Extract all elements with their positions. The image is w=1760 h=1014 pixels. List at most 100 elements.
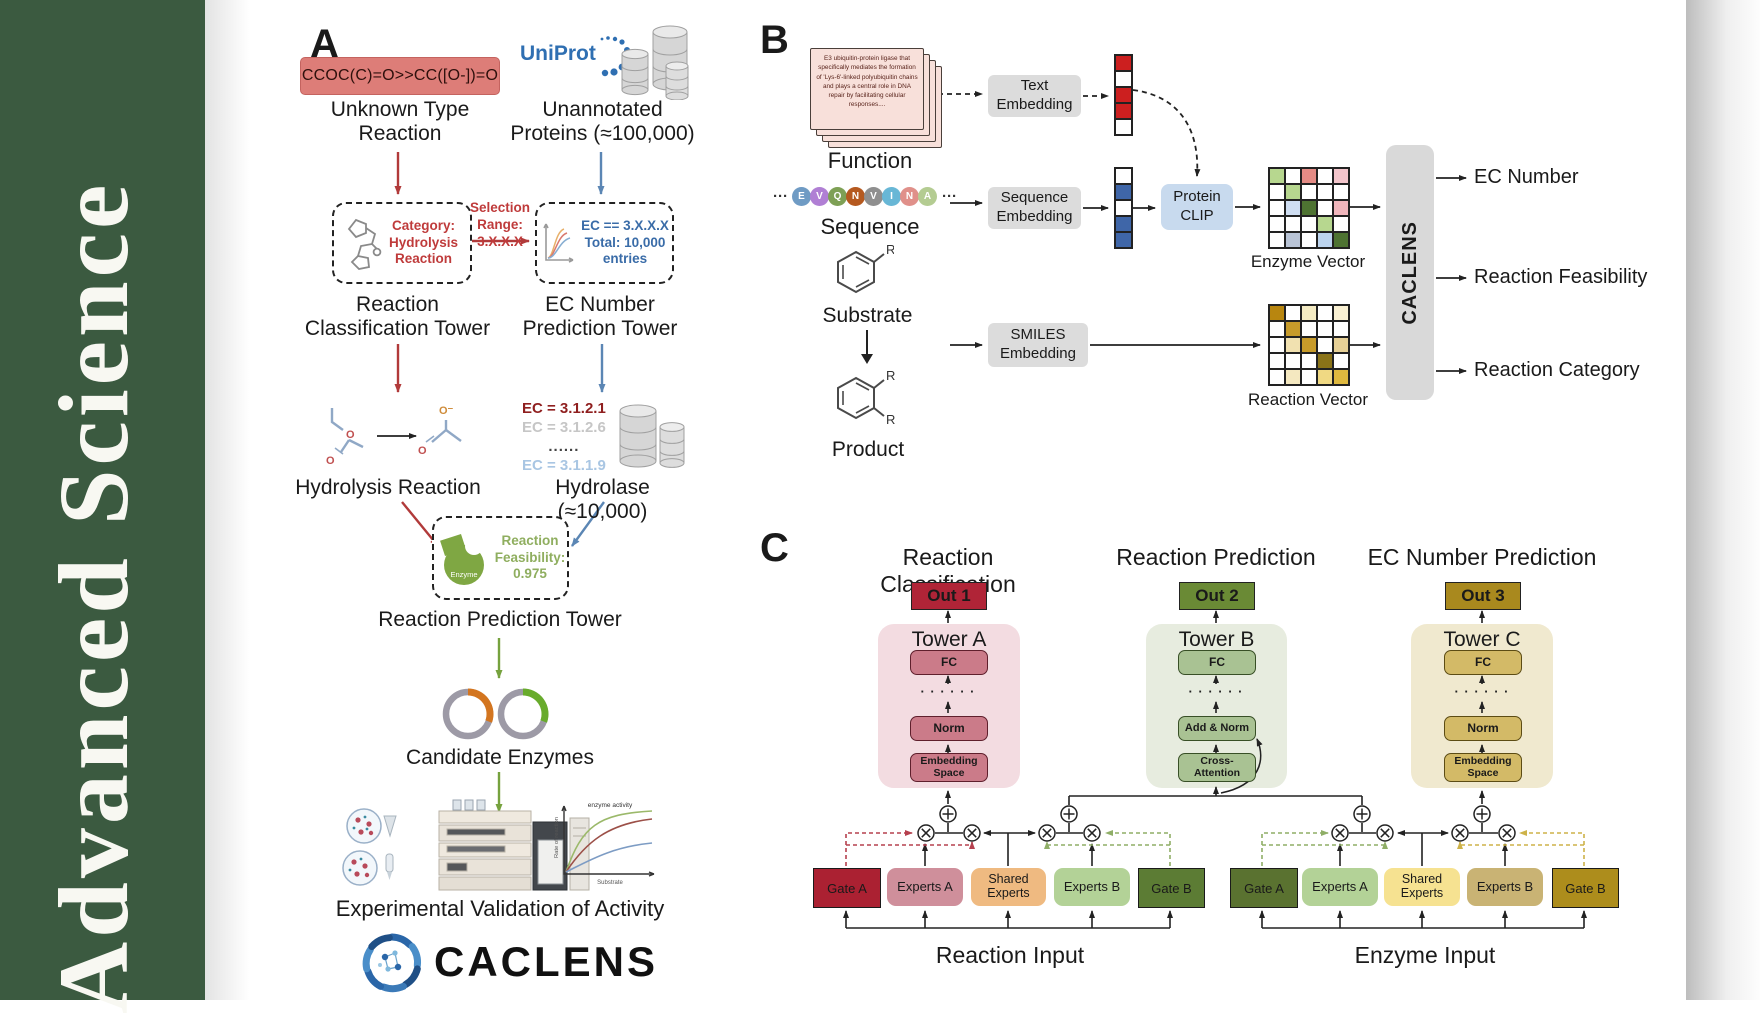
matrix-cell — [1269, 232, 1285, 248]
function-card-front: E3 ubiquitin-protein ligase that specifi… — [810, 48, 924, 130]
ec-item: EC = 3.1.1.9 — [522, 457, 606, 474]
multiply-node — [1038, 824, 1056, 842]
matrix-cell — [1333, 305, 1349, 321]
matrix-cell — [1333, 232, 1349, 248]
selection-range-label: Selection Range: 3.X.X.X — [469, 200, 531, 249]
sequence-ellipsis: ··· — [942, 188, 957, 205]
gate-b-right: Gate B — [1552, 868, 1619, 908]
add-node — [1473, 805, 1491, 823]
gate-b-left: Gate B — [1138, 868, 1205, 908]
matrix-cell — [1317, 184, 1333, 200]
amino-acid-circle: N — [900, 187, 919, 206]
plot-annotation: enzyme activity — [588, 802, 633, 809]
multiply-node — [1498, 824, 1516, 842]
matrix-cell — [1333, 200, 1349, 216]
matrix-cell — [1301, 369, 1317, 385]
enzyme-input-label: Enzyme Input — [1354, 942, 1496, 968]
matrix-cell — [1269, 184, 1285, 200]
svg-text:O⁻: O⁻ — [439, 405, 454, 417]
enzyme-vector-label: Enzyme Vector — [1250, 252, 1366, 271]
enzyme-activity-plot: enzyme activity Rate of reaction Substra… — [554, 802, 655, 886]
svg-text:O: O — [346, 429, 355, 441]
matrix-cell — [1317, 353, 1333, 369]
category-text: Category: Hydrolysis Reaction — [388, 217, 459, 267]
matrix-cell — [1333, 369, 1349, 385]
page-right-shadow — [1686, 0, 1760, 1000]
tower-b-fc: FC — [1178, 650, 1256, 675]
matrix-cell — [1115, 87, 1132, 103]
matrix-cell — [1317, 200, 1333, 216]
matrix-cell — [1269, 337, 1285, 353]
plot-xlabel: Substrate — [597, 880, 623, 886]
matrix-cell — [1301, 337, 1317, 353]
shared-experts-left: Shared Experts — [971, 868, 1046, 906]
reaction-vector-matrix — [1268, 304, 1350, 386]
caclens-logo-icon — [362, 933, 422, 993]
add-node — [1353, 805, 1371, 823]
amino-acid-circle: E — [792, 187, 811, 206]
tower-a-embedding-space: Embedding Space — [910, 753, 988, 782]
add-node — [939, 805, 957, 823]
matrix-cell — [1301, 184, 1317, 200]
matrix-cell — [1269, 168, 1285, 184]
matrix-cell — [1269, 305, 1285, 321]
ec-item: EC = 3.1.2.1 — [522, 400, 606, 417]
caclens-model-label: CACLENS — [1398, 220, 1421, 325]
ec-item: EC = 3.1.2.6 — [522, 419, 606, 436]
reaction-prediction-tower-label: Reaction Prediction Tower — [378, 608, 622, 631]
experimental-validation-label: Experimental Validation of Activity — [335, 896, 665, 921]
hydrolysis-reaction-label: Hydrolysis Reaction — [295, 476, 481, 499]
r-group-label: R — [886, 244, 894, 257]
matrix-cell — [1269, 216, 1285, 232]
reaction-prediction-tower-box: Enzyme Reaction Feasibility: 0.975 — [432, 516, 569, 600]
tower-b-cross-attention: Cross- Attention — [1178, 753, 1256, 782]
task-title-reaction-classification: Reaction Classification — [880, 544, 1016, 597]
matrix-cell — [1269, 353, 1285, 369]
multiply-node — [1331, 824, 1349, 842]
unannotated-proteins-label: Unannotated Proteins (≈100,000) — [510, 98, 695, 146]
matrix-cell — [1269, 321, 1285, 337]
amino-acid-circle: I — [882, 187, 901, 206]
tower-b-add-norm: Add & Norm — [1178, 716, 1256, 741]
svg-text:O: O — [418, 445, 427, 457]
substrate-to-product-arrow — [861, 330, 873, 364]
svg-text:O: O — [326, 455, 335, 467]
product-label: Product — [831, 438, 905, 461]
matrix-cell — [1301, 305, 1317, 321]
hplc-instrument-illustration — [438, 799, 590, 891]
substrate-label: Substrate — [822, 304, 913, 327]
multiply-nodes — [917, 805, 1516, 842]
ec-candidates-list: EC = 3.1.2.1 EC = 3.1.2.6 ...... EC = 3.… — [522, 399, 606, 475]
curves-plot-icon — [543, 223, 574, 263]
hydrolase-database-icon — [619, 404, 685, 468]
shared-experts-right: Shared Experts — [1384, 868, 1460, 906]
out-3-box: Out 3 — [1445, 582, 1521, 610]
matrix-cell — [1269, 200, 1285, 216]
matrix-cell — [1115, 55, 1132, 71]
reaction-classification-tower-box: Category: Hydrolysis Reaction — [332, 202, 472, 284]
matrix-cell — [1285, 305, 1301, 321]
tower-c-embedding-space: Embedding Space — [1444, 753, 1522, 782]
matrix-cell — [1285, 184, 1301, 200]
matrix-cell — [1285, 337, 1301, 353]
matrix-cell — [1333, 353, 1349, 369]
tower-c-fc: FC — [1444, 650, 1522, 675]
tower-a-norm: Norm — [910, 716, 988, 741]
amino-acid-circle: A — [918, 187, 937, 206]
enzyme-vector-matrix — [1268, 167, 1350, 249]
matrix-cell — [1285, 216, 1301, 232]
r-group-label: R — [886, 412, 895, 427]
classification-tower-label: Reaction Classification Tower — [304, 293, 491, 341]
smiles-embedding-box: SMILES Embedding — [988, 323, 1088, 367]
matrix-cell — [1115, 71, 1132, 87]
matrix-cell — [1285, 353, 1301, 369]
matrix-cell — [1285, 321, 1301, 337]
text-embedding-box: Text Embedding — [988, 75, 1081, 117]
sequence-label: Sequence — [820, 214, 920, 239]
matrix-cell — [1285, 369, 1301, 385]
experts-b-left: Experts B — [1054, 868, 1130, 906]
amino-acid-circle: V — [810, 187, 829, 206]
matrix-cell — [1285, 232, 1301, 248]
